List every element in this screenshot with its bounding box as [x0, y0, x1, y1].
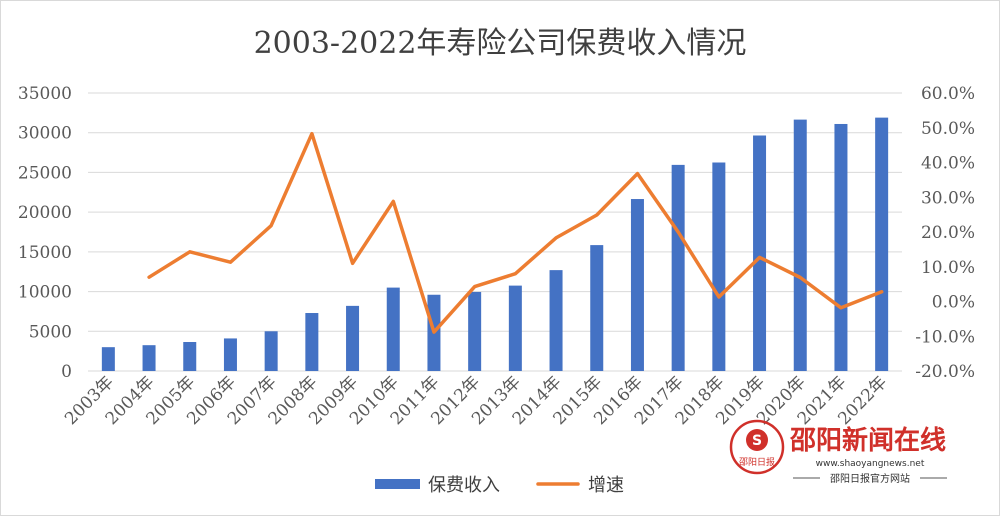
left-tick-label: 15000: [18, 243, 72, 263]
bar: [142, 345, 156, 371]
bar: [386, 287, 400, 371]
watermark-title: 邵阳新闻在线: [789, 425, 946, 456]
right-tick-label: -10.0%: [915, 327, 975, 347]
bar: [101, 347, 115, 371]
bar: [183, 342, 197, 371]
left-tick-label: 20000: [18, 203, 72, 223]
bar: [834, 123, 848, 371]
right-tick-label: 50.0%: [921, 119, 975, 139]
bar: [346, 305, 360, 371]
category-labels: 2003年2004年2005年2006年2007年2008年2009年2010年…: [61, 372, 891, 429]
bar: [630, 199, 644, 371]
watermark-seal: [729, 419, 785, 475]
bar: [223, 338, 237, 371]
legend-line-label: 增速: [588, 475, 624, 496]
right-tick-label: 10.0%: [921, 258, 975, 278]
left-tick-label: 0: [61, 362, 72, 382]
bar: [712, 162, 726, 371]
right-tick-label: 60.0%: [921, 84, 975, 104]
watermark-url: www.shaoyangnews.net: [816, 459, 925, 469]
bar: [793, 119, 807, 371]
line-series: [147, 131, 884, 334]
bar: [753, 135, 767, 371]
bar: [875, 117, 889, 371]
right-tick-label: 30.0%: [921, 188, 975, 208]
legend: 保费收入 增速: [375, 475, 624, 496]
right-tick-label: 0.0%: [932, 293, 975, 313]
bar: [305, 313, 319, 371]
bar: [468, 291, 482, 371]
right-axis-ticks: -20.0% -10.0% 0.0% 10.0% 20.0% 30.0% 40.0% 50.0…: [915, 84, 975, 382]
bar: [508, 285, 522, 371]
bar: [671, 164, 685, 371]
left-tick-label: 30000: [18, 124, 72, 144]
bar: [549, 270, 563, 371]
left-tick-label: 10000: [18, 283, 72, 303]
legend-bar-label: 保费收入: [428, 475, 500, 496]
watermark-seal-badge: [746, 429, 768, 451]
bar-series: [101, 117, 889, 371]
bar: [264, 331, 278, 371]
left-tick-label: 5000: [29, 322, 72, 342]
watermark-subtitle: 邵阳日报官方网站: [830, 472, 910, 485]
watermark-seal-letter: S: [752, 433, 762, 449]
growth-line: [147, 131, 884, 334]
right-tick-label: -20.0%: [915, 362, 975, 382]
left-axis-ticks: 0 5000 10000 15000 20000 25000 30000 35000: [18, 84, 72, 382]
gridlines: [88, 92, 902, 332]
right-tick-label: 20.0%: [921, 223, 975, 243]
watermark-seal-text: 邵阳日报: [739, 456, 775, 468]
bar: [590, 245, 604, 371]
right-tick-label: 40.0%: [921, 154, 975, 174]
watermark: S 邵阳日报 邵阳新闻在线 www.shaoyangnews.net 邵阳日报官…: [729, 419, 947, 485]
left-tick-label: 35000: [18, 84, 72, 104]
left-tick-label: 25000: [18, 163, 72, 183]
chart-title: 2003-2022年寿险公司保费收入情况: [254, 26, 747, 61]
legend-bar-swatch: [375, 479, 420, 489]
